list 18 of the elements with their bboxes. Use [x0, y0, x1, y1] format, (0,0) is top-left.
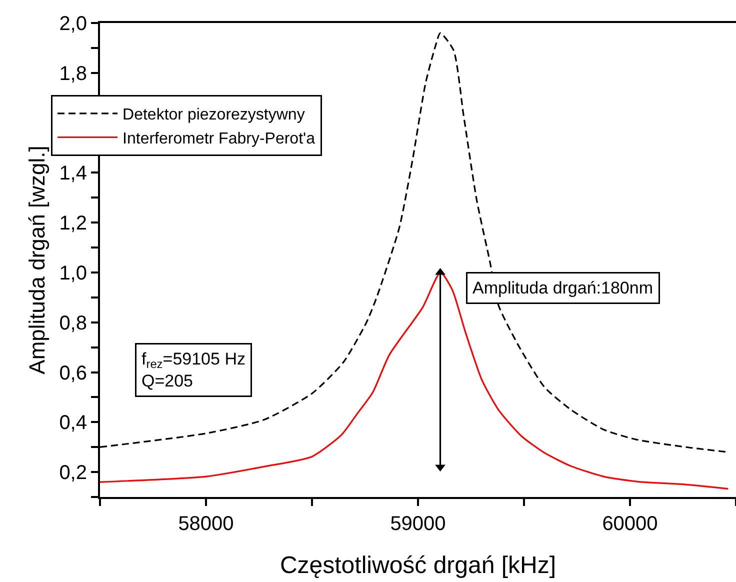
annotation: Amplituda drgań:180nm [472, 278, 654, 298]
y-tick-label: 1,4 [59, 162, 87, 185]
y-axis-title: Amplituda drgań [wzgl.] [24, 146, 50, 374]
x-tick-label: 58000 [178, 513, 234, 535]
x-tick-label: 60000 [602, 513, 658, 535]
y-tick-label: 0,2 [59, 462, 87, 484]
y-tick-label: 1,0 [59, 262, 87, 284]
legend-label: Interferometr Fabry-Perot'a [122, 130, 316, 148]
y-tick-label: 1,2 [59, 212, 87, 235]
annotation: f$_{rez}$=59105 Hz Q=205 [142, 350, 246, 391]
x-tick-label: 59000 [390, 513, 446, 535]
y-tick-label: 2,0 [59, 13, 87, 35]
x-axis-title: Częstotliwość drgań [kHz] [280, 552, 556, 579]
y-tick-label: 0,4 [59, 412, 87, 434]
y-tick-label: 0,8 [59, 312, 87, 334]
legend-label: Detektor piezorezystywny [122, 106, 305, 124]
y-tick-label: 0,6 [59, 362, 87, 384]
y-tick-label: 1,8 [59, 62, 87, 85]
